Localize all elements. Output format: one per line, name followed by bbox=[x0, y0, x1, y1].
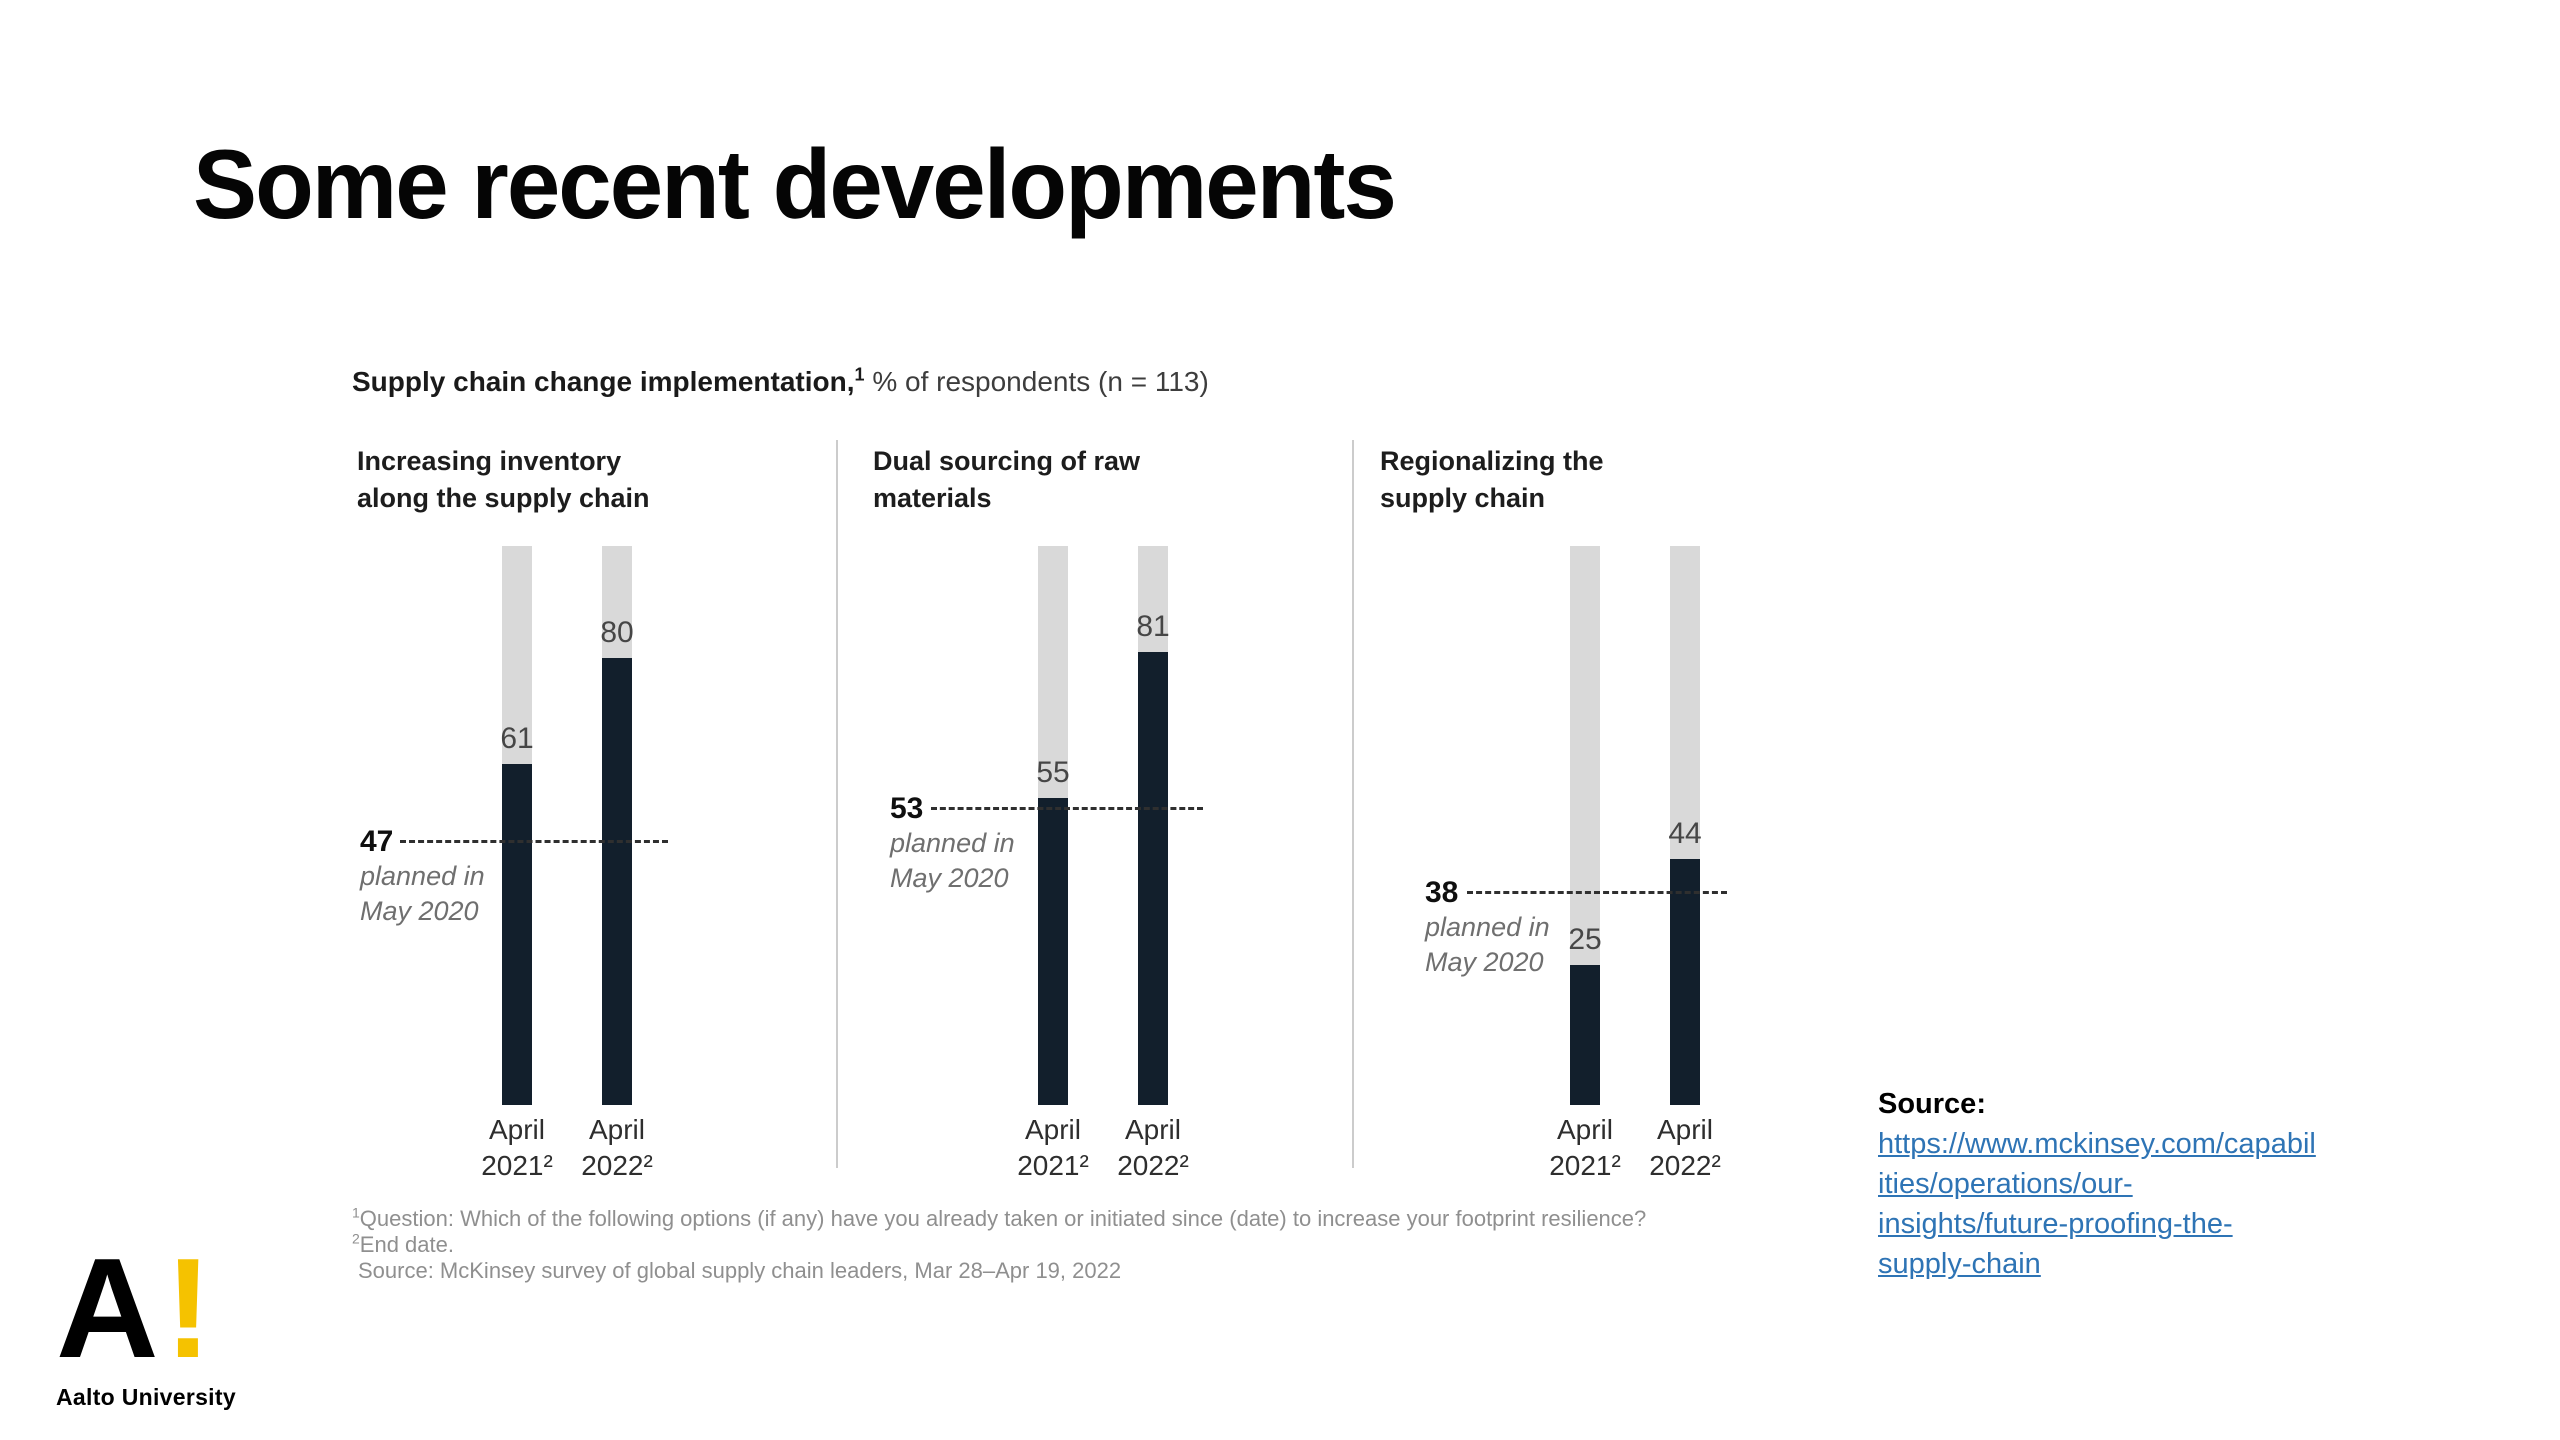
panel-2-x-label-2021: April 2021² bbox=[993, 1112, 1113, 1184]
panel-3-bar-2022-value: 44 bbox=[1668, 817, 1702, 851]
x-label-line: 2021² bbox=[481, 1150, 553, 1181]
footnote-source: Source: McKinsey survey of global supply… bbox=[352, 1258, 1646, 1284]
panel-2-bar-track-2021: 55 bbox=[1036, 546, 1070, 1105]
panel-1-planned-note: May 2020 bbox=[360, 896, 479, 927]
source-block: Source: https://www.mckinsey.com/capabil… bbox=[1878, 1084, 2358, 1284]
source-link-line[interactable]: insights/future-proofing-the- bbox=[1878, 1208, 2233, 1240]
footnote-end-date: 2End date. bbox=[352, 1232, 1646, 1258]
panel-3-bar-track-2022: 44 bbox=[1668, 546, 1702, 1105]
x-label-line: 2022² bbox=[1649, 1150, 1721, 1181]
panel-2-planned-value: 53 bbox=[890, 791, 924, 825]
x-label-line: April bbox=[1556, 1114, 1613, 1145]
panel-1-bar-2021 bbox=[502, 764, 532, 1105]
source-link[interactable]: https://www.mckinsey.com/capabil ities/o… bbox=[1878, 1124, 2358, 1284]
panel-2-planned-annotation: 53 planned in May 2020 bbox=[890, 791, 1130, 896]
aalto-logo-label: Aalto University bbox=[56, 1384, 236, 1410]
chart-title-subtitle: % of respondents (n = 113) bbox=[864, 366, 1209, 397]
chart-footnotes: 1Question: Which of the following option… bbox=[352, 1206, 1646, 1284]
panel-1-x-label-2022: April 2022² bbox=[557, 1112, 677, 1184]
panel-2-planned-note: planned in bbox=[890, 827, 1015, 858]
panel-1-bar-2022 bbox=[602, 657, 632, 1105]
logo-letter-a: A bbox=[56, 1229, 159, 1388]
footnote-marker: 1 bbox=[352, 1204, 360, 1221]
panel-2-bar-track-2022: 81 bbox=[1136, 546, 1170, 1105]
chart-title-footnote-marker: 1 bbox=[854, 364, 865, 385]
panel-3-planned-note: May 2020 bbox=[1425, 946, 1544, 977]
panel-2-x-label-2022: April 2022² bbox=[1093, 1112, 1213, 1184]
x-label-line: 2021² bbox=[1017, 1150, 1089, 1181]
footnote-text: Source: McKinsey survey of global supply… bbox=[358, 1258, 1122, 1283]
panel-1-bar-2022-value: 80 bbox=[600, 615, 634, 649]
panel-2-bar-2022-value: 81 bbox=[1136, 610, 1170, 644]
x-label-line: 2022² bbox=[1117, 1150, 1189, 1181]
chart-title: Supply chain change implementation,1 % o… bbox=[352, 366, 1209, 398]
panel-2-planned-dash-line bbox=[931, 806, 1203, 810]
panel-divider bbox=[1352, 440, 1354, 1168]
x-label-line: 2022² bbox=[581, 1150, 653, 1181]
panel-3-bar-2021-value: 25 bbox=[1568, 923, 1602, 957]
panel-3-x-label-2021: April 2021² bbox=[1525, 1112, 1645, 1184]
panel-3-x-label-2022: April 2022² bbox=[1625, 1112, 1745, 1184]
panel-3-header-line: Regionalizing the bbox=[1380, 446, 1604, 476]
x-label-line: April bbox=[1124, 1114, 1181, 1145]
panel-2-header-line: materials bbox=[873, 483, 992, 513]
footnote-marker: 2 bbox=[352, 1230, 360, 1247]
panel-1-bar-track-2022: 80 bbox=[600, 546, 634, 1105]
panel-3-bar-2022 bbox=[1670, 859, 1700, 1105]
source-link-line[interactable]: https://www.mckinsey.com/capabil bbox=[1878, 1128, 2316, 1160]
x-label-line: April bbox=[588, 1114, 645, 1145]
panel-2-bar-2021 bbox=[1038, 797, 1068, 1105]
panel-3-planned-dash-line bbox=[1467, 890, 1727, 894]
panel-2-bar-2021-value: 55 bbox=[1036, 755, 1070, 789]
aalto-logo-mark: A! bbox=[56, 1238, 236, 1380]
panel-2-header-line: Dual sourcing of raw bbox=[873, 446, 1141, 476]
slide-title: Some recent developments bbox=[193, 129, 1397, 239]
x-label-line: April bbox=[488, 1114, 545, 1145]
panel-3-header: Regionalizing the supply chain bbox=[1380, 443, 1604, 517]
panel-1-planned-note: planned in bbox=[360, 861, 485, 892]
panel-3-planned-note: planned in bbox=[1425, 911, 1550, 942]
logo-exclamation-icon: ! bbox=[164, 1229, 212, 1388]
footnote-text: Question: Which of the following options… bbox=[359, 1206, 1647, 1231]
panel-1-bar-track-2021: 61 bbox=[500, 546, 534, 1105]
panel-divider bbox=[836, 440, 838, 1168]
panel-2-header: Dual sourcing of raw materials bbox=[873, 443, 1140, 517]
panel-1-header: Increasing inventory along the supply ch… bbox=[357, 443, 650, 517]
panel-3-bar-2021 bbox=[1570, 965, 1600, 1105]
source-heading: Source: bbox=[1878, 1088, 1986, 1120]
panel-3-planned-annotation: 38 planned in May 2020 bbox=[1425, 875, 1665, 980]
panel-3-bar-track-2021: 25 bbox=[1568, 546, 1602, 1105]
panel-1-planned-dash-line bbox=[400, 840, 668, 844]
x-label-line: April bbox=[1656, 1114, 1713, 1145]
panel-1-planned-value: 47 bbox=[360, 825, 394, 859]
panel-2-planned-note: May 2020 bbox=[890, 862, 1009, 893]
chart-title-bold: Supply chain change implementation, bbox=[352, 366, 855, 397]
panel-2-bar-2022 bbox=[1138, 652, 1168, 1105]
x-label-line: 2021² bbox=[1549, 1150, 1621, 1181]
panel-1-planned-annotation: 47 planned in May 2020 bbox=[360, 824, 600, 929]
panel-3-header-line: supply chain bbox=[1380, 483, 1546, 513]
footnote-question: 1Question: Which of the following option… bbox=[352, 1206, 1646, 1232]
panel-3-planned-value: 38 bbox=[1425, 875, 1459, 909]
x-label-line: April bbox=[1024, 1114, 1081, 1145]
panel-1-x-label-2021: April 2021² bbox=[457, 1112, 577, 1184]
footnote-text: End date. bbox=[359, 1232, 454, 1257]
source-link-line[interactable]: supply-chain bbox=[1878, 1248, 2041, 1280]
panel-1-header-line: along the supply chain bbox=[357, 483, 650, 513]
aalto-logo: A! Aalto University bbox=[56, 1238, 236, 1411]
panel-1-bar-2021-value: 61 bbox=[500, 722, 534, 756]
source-link-line[interactable]: ities/operations/our- bbox=[1878, 1168, 2133, 1200]
panel-1-header-line: Increasing inventory bbox=[357, 446, 622, 476]
